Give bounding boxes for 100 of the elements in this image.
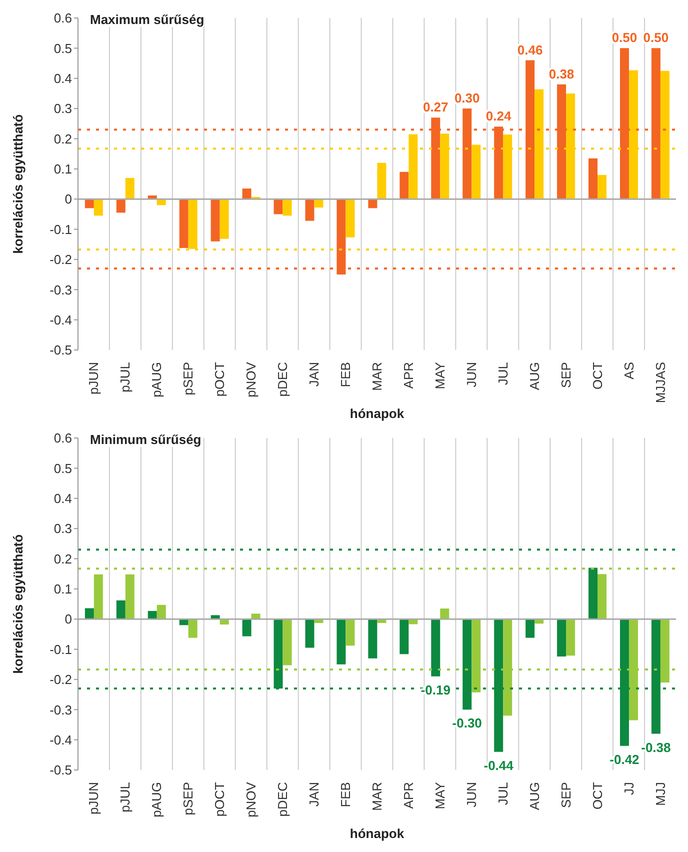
- y-tick-label: 0.2: [54, 131, 72, 146]
- x-tick-label: OCT: [590, 362, 605, 390]
- y-tick-label: 0.3: [54, 101, 72, 116]
- bar: [598, 574, 607, 620]
- y-tick-label: 0.5: [54, 460, 72, 476]
- x-tick-label: pJUN: [86, 362, 102, 395]
- x-tick-label: pSEP: [180, 362, 196, 396]
- chart-title: Maximum sűrűség: [90, 12, 204, 27]
- x-tick-label: AUG: [526, 782, 542, 810]
- bar: [557, 619, 566, 657]
- data-label: 0.27: [422, 100, 448, 115]
- bar: [148, 610, 157, 620]
- x-tick-label: pJUN: [86, 782, 102, 815]
- bar: [94, 574, 103, 620]
- data-label: 0.24: [486, 108, 512, 124]
- x-tick-label: MAY: [432, 782, 448, 810]
- x-tick-label: AS: [621, 362, 636, 380]
- bar: [566, 619, 576, 656]
- bar: [336, 619, 346, 664]
- bar: [440, 608, 450, 620]
- bar: [588, 568, 598, 620]
- x-axis-title: hónapok: [350, 826, 405, 841]
- bar: [116, 199, 126, 213]
- x-tick-label: pSEP: [180, 782, 196, 816]
- bar: [116, 600, 126, 620]
- bar: [125, 178, 134, 200]
- x-tick-label: MAR: [370, 362, 384, 391]
- y-tick-label: -0.4: [50, 312, 72, 328]
- y-tick-label: 0: [64, 612, 72, 627]
- bar: [282, 199, 292, 216]
- x-tick-label: APR: [400, 362, 416, 389]
- data-label: 0.50: [612, 30, 638, 46]
- y-tick-label: 0.4: [54, 70, 72, 86]
- x-tick-label: AUG: [526, 362, 542, 390]
- y-tick-label: -0.2: [50, 672, 72, 688]
- bar: [588, 158, 598, 200]
- x-tick-label: MAY: [432, 362, 448, 390]
- x-tick-label: pDEC: [275, 782, 290, 817]
- y-tick-label: -0.5: [50, 342, 72, 358]
- x-tick-label: FEB: [338, 782, 354, 808]
- x-tick-label: SEP: [558, 362, 574, 388]
- x-tick-label: pJUL: [118, 362, 133, 392]
- y-tick-label: -0.3: [50, 282, 72, 298]
- bar: [156, 604, 166, 620]
- x-tick-label: MAR: [370, 782, 384, 811]
- x-tick-label: APR: [400, 782, 416, 809]
- x-tick-label: MJJAS: [652, 362, 668, 404]
- bar: [526, 619, 535, 638]
- data-label: 0.46: [517, 42, 543, 58]
- bar: [305, 199, 314, 221]
- chart-title: Minimum sűrűség: [90, 432, 202, 447]
- data-label: -0.38: [641, 740, 671, 755]
- bar: [242, 188, 252, 200]
- bar: [346, 199, 355, 238]
- bar: [84, 608, 94, 620]
- y-tick-label: 0.1: [54, 162, 72, 177]
- bar: [242, 619, 252, 636]
- x-tick-label: JJ: [621, 782, 636, 795]
- y-tick-label: 0.6: [54, 430, 72, 446]
- y-tick-label: 0.1: [54, 582, 72, 597]
- y-axis-title: korrelációs együttható: [10, 534, 26, 674]
- x-tick-label: JAN: [306, 782, 322, 807]
- bar: [179, 199, 188, 248]
- y-tick-label: -0.1: [50, 642, 72, 657]
- bar: [305, 619, 314, 648]
- x-tick-label: pDEC: [275, 362, 290, 397]
- data-label: 0.38: [548, 66, 574, 82]
- y-tick-label: 0.4: [54, 490, 72, 506]
- bar: [346, 619, 355, 646]
- bar: [94, 199, 103, 216]
- x-tick-label: FEB: [338, 362, 354, 388]
- bar: [220, 199, 229, 239]
- y-tick-label: -0.1: [50, 222, 72, 237]
- bar: [251, 614, 260, 620]
- x-tick-label: MJJ: [652, 782, 668, 806]
- y-tick-label: 0.5: [54, 40, 72, 56]
- data-label: 0.30: [454, 90, 480, 106]
- x-tick-label: pNOV: [244, 362, 259, 398]
- data-label: 0.50: [643, 30, 669, 46]
- y-tick-label: -0.5: [50, 762, 72, 778]
- bar: [274, 199, 283, 214]
- x-tick-label: JUL: [495, 782, 510, 806]
- x-tick-label: pJUL: [118, 782, 133, 812]
- y-tick-label: 0.2: [54, 551, 72, 566]
- bar: [400, 619, 409, 654]
- y-tick-label: 0.3: [54, 521, 72, 536]
- x-tick-label: pAUG: [149, 782, 164, 818]
- data-label: -0.30: [452, 716, 482, 731]
- x-tick-label: SEP: [558, 782, 574, 808]
- y-tick-label: 0: [64, 192, 72, 207]
- bar: [431, 619, 440, 676]
- x-axis-title: hónapok: [350, 406, 405, 421]
- y-tick-label: -0.4: [50, 732, 72, 748]
- x-tick-label: JUN: [464, 782, 479, 808]
- data-label: -0.44: [484, 758, 514, 773]
- x-tick-label: JUL: [495, 362, 510, 386]
- x-tick-label: pNOV: [244, 782, 259, 818]
- x-tick-label: pOCT: [212, 782, 228, 817]
- y-tick-label: 0.6: [54, 10, 72, 26]
- bar: [125, 574, 134, 620]
